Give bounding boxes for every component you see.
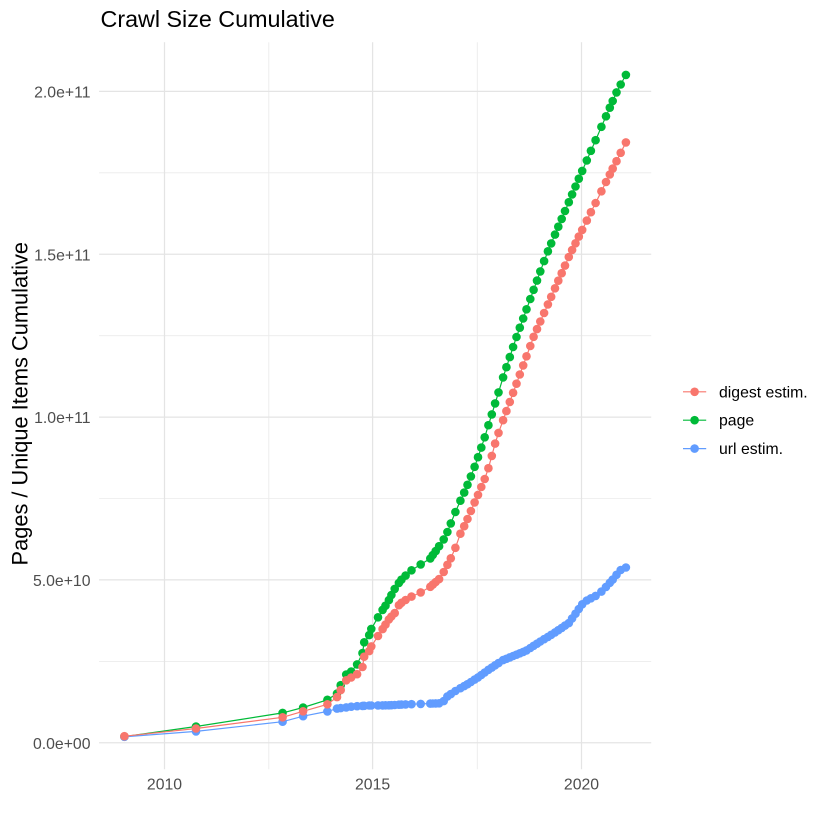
- svg-text:digest estim.: digest estim.: [719, 384, 808, 401]
- svg-text:url estim.: url estim.: [719, 441, 783, 458]
- svg-text:5.0e+10: 5.0e+10: [33, 573, 91, 590]
- svg-text:1.5e+11: 1.5e+11: [34, 247, 91, 264]
- svg-text:2010: 2010: [147, 777, 182, 794]
- svg-text:Crawl Size Cumulative: Crawl Size Cumulative: [101, 6, 335, 32]
- svg-text:Pages / Unique Items Cumulativ: Pages / Unique Items Cumulative: [7, 242, 32, 565]
- svg-text:2020: 2020: [564, 777, 599, 794]
- svg-text:1.0e+11: 1.0e+11: [34, 410, 91, 427]
- svg-text:2.0e+11: 2.0e+11: [34, 85, 91, 102]
- svg-text:page: page: [719, 413, 754, 430]
- svg-text:2015: 2015: [355, 777, 390, 794]
- svg-text:0.0e+00: 0.0e+00: [33, 736, 91, 753]
